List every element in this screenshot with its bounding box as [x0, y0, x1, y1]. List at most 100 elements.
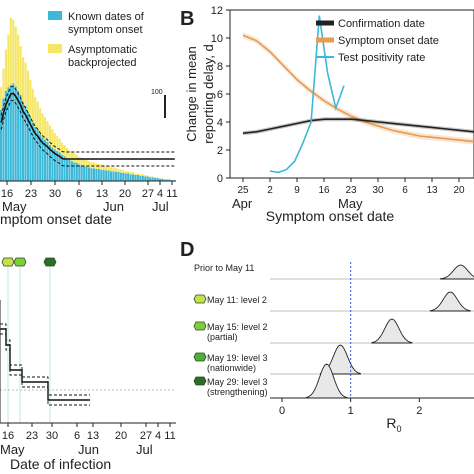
bar-asymptomatic — [90, 162, 93, 169]
bar-known-onset — [129, 174, 132, 181]
row-label: May 19: level 3 — [207, 353, 268, 363]
bar-asymptomatic — [129, 172, 132, 175]
trend-line-mean — [0, 92, 175, 160]
bar-asymptomatic — [4, 49, 7, 91]
bar-known-onset — [73, 162, 76, 181]
x-tick-label: 11 — [166, 188, 177, 200]
density-curve — [429, 291, 471, 312]
panel-b-lines — [242, 15, 474, 174]
x-month-label: May — [2, 199, 27, 214]
bar-known-onset — [29, 117, 32, 181]
y-tick-label: 10 — [211, 33, 223, 45]
bar-known-onset — [88, 167, 91, 181]
bar-known-onset — [117, 172, 120, 181]
bar-known-onset — [44, 139, 47, 181]
x-tick-label: 30 — [46, 430, 58, 442]
x-tick-label: 20 — [115, 430, 127, 442]
bar-known-onset — [51, 147, 54, 181]
y-tick-label: 8 — [217, 61, 223, 73]
panel-a-bars — [0, 17, 176, 181]
bar-known-onset — [68, 160, 71, 181]
bar-known-onset — [114, 172, 117, 181]
y-tick-label: 4 — [217, 117, 223, 129]
bar-asymptomatic — [41, 113, 44, 138]
row-label: (strengthening) — [207, 387, 268, 397]
y-tick-label: 0 — [217, 173, 223, 185]
bar-asymptomatic — [119, 169, 122, 173]
trend-line-lower — [0, 85, 175, 153]
x-tick-label: 16 — [1, 188, 13, 200]
bar-asymptomatic — [12, 19, 15, 84]
bar-known-onset — [100, 169, 103, 181]
intervention-marker — [43, 257, 57, 267]
r-estimate-line — [0, 328, 90, 401]
bar-known-onset — [154, 178, 157, 181]
y-tick-label: 6 — [217, 89, 223, 101]
bar-known-onset — [161, 178, 164, 181]
bar-asymptomatic — [36, 101, 39, 130]
bar-asymptomatic — [114, 168, 117, 172]
x-tick-label: 2 — [267, 185, 273, 196]
bar-asymptomatic — [73, 153, 76, 163]
row-label: May 29: level 3 — [207, 377, 268, 387]
bar-asymptomatic — [124, 171, 127, 174]
x-tick-label: 25 — [237, 185, 249, 196]
x-tick-label: 6 — [402, 185, 408, 196]
bar-known-onset — [63, 156, 66, 181]
bar-asymptomatic — [46, 121, 49, 142]
bar-known-onset — [75, 163, 78, 181]
bar-asymptomatic — [24, 62, 27, 106]
legend-label-symptom-onset: Symptom onset date — [338, 35, 439, 47]
x-month-label: Jun — [78, 442, 99, 457]
x-tick-label: 27 — [140, 430, 152, 442]
panel-a-scale-bar-label: 100 — [151, 89, 163, 96]
bar-known-onset — [9, 85, 12, 181]
panel-b-x-ticks: 25 2 9 16 23 30 6 13 20 Apr May — [232, 178, 465, 211]
bar-known-onset — [136, 175, 139, 181]
bar-known-onset — [4, 91, 7, 181]
bar-asymptomatic — [85, 160, 88, 167]
trend-line-upper — [0, 99, 175, 167]
bar-asymptomatic — [83, 159, 86, 166]
bar-known-onset — [127, 173, 130, 181]
bar-asymptomatic — [70, 152, 73, 162]
bar-known-onset — [163, 179, 166, 181]
bar-asymptomatic — [17, 34, 20, 91]
bar-asymptomatic — [78, 157, 81, 165]
panel-c-x-ticks: 16 23 30 6 13 20 27 4 11 May Jun Jul — [0, 423, 176, 457]
line-confirmation-band — [243, 117, 474, 136]
panel-c-x-axis-label: Date of infection — [10, 456, 111, 472]
bar-known-onset — [105, 170, 108, 181]
x-tick-label: 1 — [348, 405, 354, 417]
bar-known-onset — [58, 152, 61, 181]
panel-label-d: D — [180, 239, 194, 261]
x-month-label: Jun — [103, 199, 124, 214]
legend-label-confirmation: Confirmation date — [338, 18, 425, 30]
bar-known-onset — [90, 168, 93, 181]
bar-asymptomatic — [105, 166, 108, 171]
bar-asymptomatic — [151, 176, 154, 178]
bar-known-onset — [119, 172, 122, 181]
bar-asymptomatic — [34, 97, 37, 127]
x-tick-label: 2 — [416, 405, 422, 417]
row-label: (nationwide) — [207, 363, 256, 373]
panel-a-x-axis-label: mptom onset date — [0, 211, 112, 227]
bar-known-onset — [158, 178, 161, 181]
panel-a-trend-lines — [0, 85, 175, 167]
x-tick-label: 20 — [119, 188, 131, 200]
panel-c-lines — [0, 300, 90, 423]
bar-known-onset — [26, 112, 29, 181]
bar-known-onset — [22, 102, 25, 181]
bar-asymptomatic — [51, 129, 54, 148]
bar-asymptomatic — [61, 142, 64, 155]
x-tick-label: 23 — [345, 185, 357, 196]
bar-known-onset — [7, 87, 10, 181]
bar-asymptomatic — [63, 145, 66, 157]
bar-asymptomatic — [14, 26, 17, 87]
bar-asymptomatic — [19, 46, 22, 95]
bar-known-onset — [2, 98, 5, 181]
x-tick-label: 16 — [2, 430, 14, 442]
bar-known-onset — [151, 177, 154, 181]
panel-c: 16 23 30 6 13 20 27 4 11 May Jun Jul Date of infect… — [0, 257, 176, 472]
